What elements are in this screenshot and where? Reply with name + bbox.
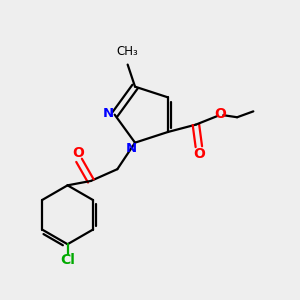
Text: N: N (126, 142, 137, 155)
Text: Cl: Cl (60, 253, 75, 267)
Text: CH₃: CH₃ (117, 45, 139, 58)
Text: O: O (214, 107, 226, 121)
Text: O: O (193, 147, 205, 161)
Text: O: O (72, 146, 84, 160)
Text: N: N (103, 107, 114, 120)
